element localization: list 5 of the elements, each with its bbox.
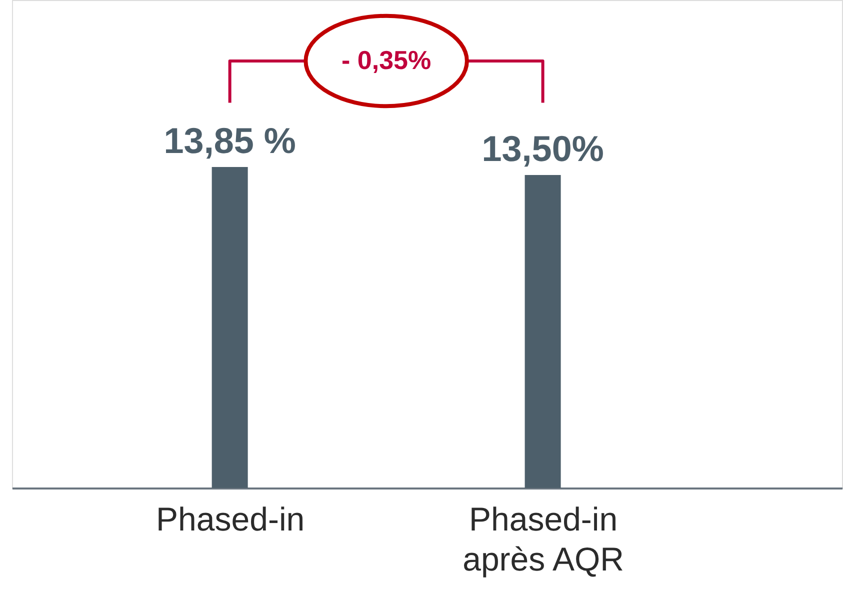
- data-label: 13,85 %: [164, 120, 296, 161]
- data-label: 13,50%: [482, 128, 604, 170]
- text: - 0,35%: [342, 45, 432, 75]
- x-tick-label: Phased-in après AQR: [462, 500, 624, 578]
- x-tick-label: Phased-in: [156, 500, 305, 538]
